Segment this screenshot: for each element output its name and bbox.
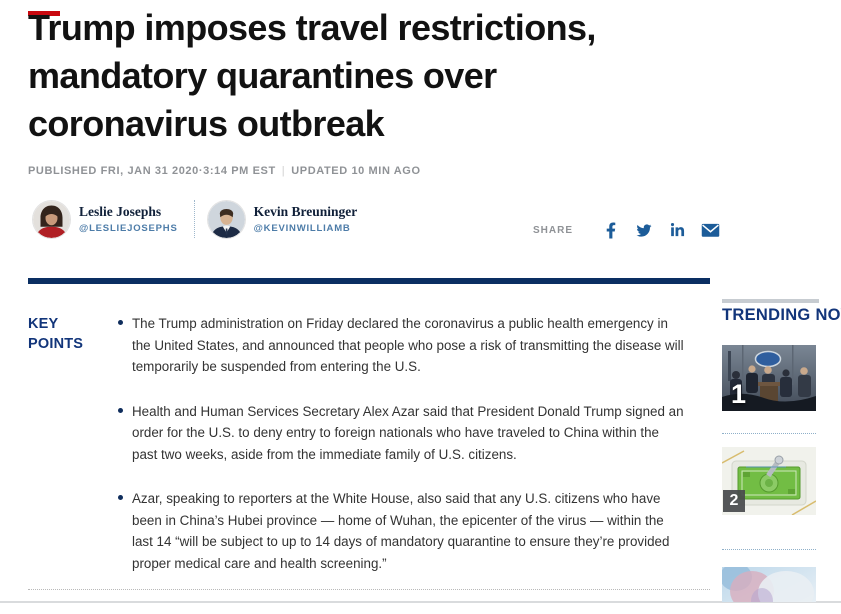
author-text: Kevin Breuninger @KEVINWILLIAMB xyxy=(254,204,358,234)
breaking-flag xyxy=(28,11,60,16)
share-toolbar: SHARE xyxy=(533,219,731,241)
key-point-item: Health and Human Services Secretary Alex… xyxy=(118,401,684,466)
section-divider-bar xyxy=(28,278,710,284)
kevin-breuninger-avatar xyxy=(207,200,245,238)
author-handle[interactable]: @KEVINWILLIAMB xyxy=(253,223,351,234)
author-text: Leslie Josephs @LESLIEJOSEPHS xyxy=(79,204,178,234)
author-name[interactable]: Leslie Josephs xyxy=(79,204,162,219)
leslie-josephs-avatar xyxy=(33,200,70,238)
meta-separator: | xyxy=(281,165,286,177)
key-point-item: Azar, speaking to reporters at the White… xyxy=(118,488,684,574)
article-headline: Trump imposes travel restrictions, manda… xyxy=(28,7,596,144)
author-name[interactable]: Kevin Breuninger xyxy=(253,204,358,219)
linkedin-icon[interactable] xyxy=(665,219,689,241)
email-icon[interactable] xyxy=(698,219,722,241)
trending-now-title: TRENDING NOW xyxy=(722,306,841,324)
article-footer-dotted-rule xyxy=(28,589,710,590)
trending-item-1-thumbnail[interactable]: 1 xyxy=(722,345,816,411)
page-bottom-rule xyxy=(0,601,841,603)
author-handle[interactable]: @LESLIEJOSEPHS xyxy=(79,223,178,234)
trending-rank: 1 xyxy=(731,379,747,409)
trending-sidebar: TRENDING NOW xyxy=(722,0,841,614)
published-line: PUBLISHED FRI, JAN 31 2020·3:14 PM EST | U… xyxy=(28,165,421,177)
trending-rank: 2 xyxy=(723,490,745,512)
sidebar-dotted-divider xyxy=(722,549,816,550)
author-divider xyxy=(193,200,195,238)
key-points-label: KEY POINTS xyxy=(28,316,84,352)
key-point-item: The Trump administration on Friday decla… xyxy=(118,313,684,378)
updated-timestamp: UPDATED 10 MIN AGO xyxy=(291,165,421,177)
published-timestamp: PUBLISHED FRI, JAN 31 2020·3:14 PM EST xyxy=(28,165,276,177)
trending-item-3-thumbnail[interactable] xyxy=(722,567,816,602)
author-card-leslie-josephs[interactable]: Leslie Josephs @LESLIEJOSEPHS xyxy=(33,200,178,238)
twitter-icon[interactable] xyxy=(632,219,656,241)
author-byline-row: Leslie Josephs @LESLIEJOSEPHS Kevin Breu… xyxy=(33,200,357,238)
share-label: SHARE xyxy=(533,224,574,236)
trending-item-2-thumbnail[interactable]: 2 xyxy=(722,447,816,515)
facebook-icon[interactable] xyxy=(599,219,623,241)
sidebar-top-rule xyxy=(722,299,819,303)
author-card-kevin-breuninger[interactable]: Kevin Breuninger @KEVINWILLIAMB xyxy=(207,200,358,238)
sidebar-dotted-divider xyxy=(722,433,816,434)
key-points-list: The Trump administration on Friday decla… xyxy=(118,313,684,574)
